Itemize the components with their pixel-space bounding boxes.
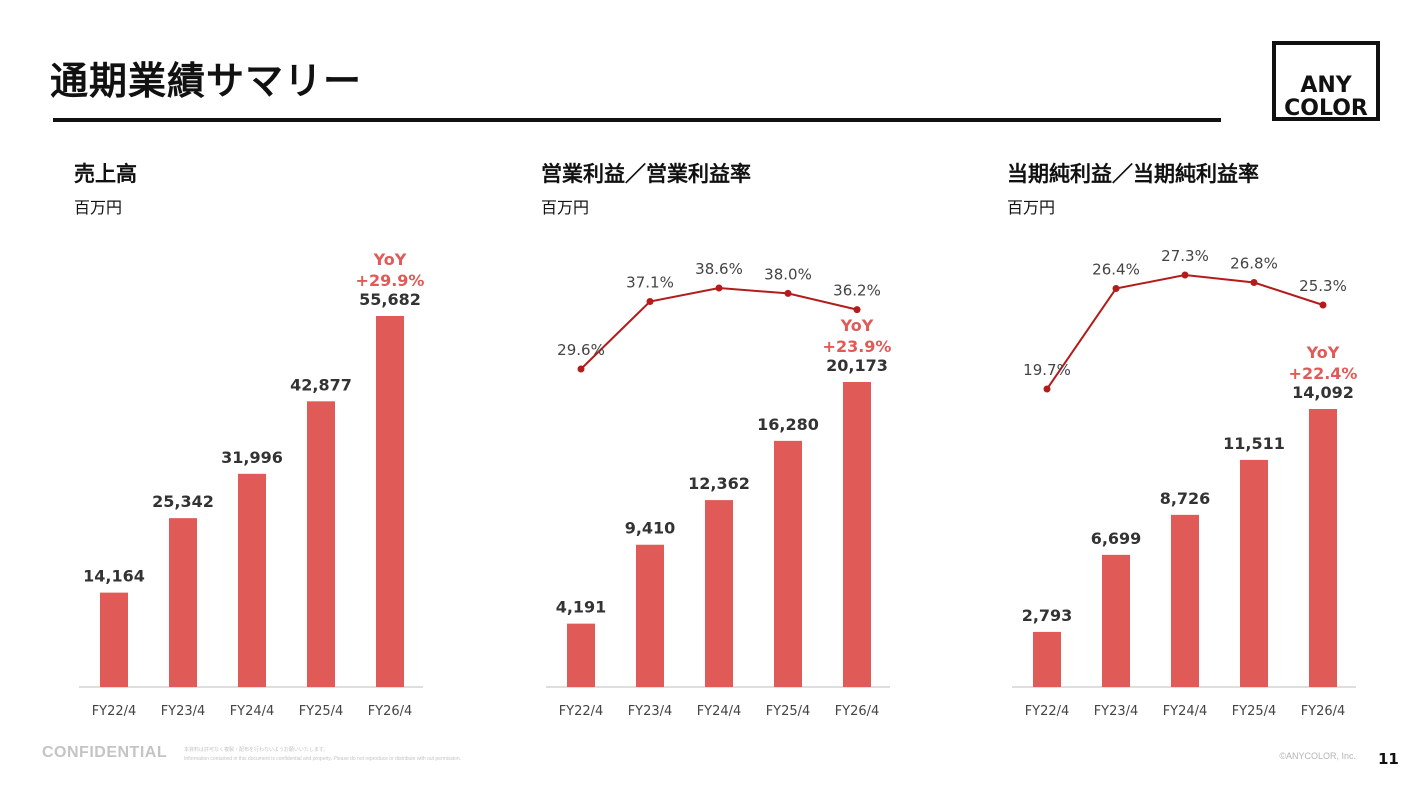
yoy-value: +22.4%: [1289, 364, 1358, 383]
bar-value-label: 42,877: [290, 375, 352, 394]
logo-line-1: ANY: [1300, 73, 1352, 98]
panel-title-operating-profit: 営業利益／営業利益率: [541, 162, 751, 186]
panel-unit-operating-profit: 百万円: [541, 198, 590, 217]
yoy-label: YoY: [373, 250, 407, 269]
margin-point: [646, 298, 654, 305]
bar: [100, 592, 128, 687]
margin-point: [1319, 301, 1327, 309]
margin-point: [715, 284, 723, 292]
margin-point: [853, 306, 861, 314]
yoy-value: +29.9%: [356, 271, 425, 290]
margin-label: 19.7%: [1023, 361, 1071, 379]
bar: [1171, 514, 1199, 687]
bar-value-label: 2,793: [1022, 606, 1073, 625]
bar-value-label: 4,191: [556, 598, 607, 617]
x-tick-label: FY25/4: [766, 704, 811, 719]
panel-unit-revenue: 百万円: [74, 198, 123, 217]
bar: [1240, 459, 1268, 687]
footer-note-jp: 本資料は許可なく複製・配布を行わないようお願いいたします。: [184, 747, 329, 753]
logo-line-2: COLOR: [1284, 96, 1368, 121]
x-tick-label: FY24/4: [1163, 704, 1208, 719]
bar: [567, 623, 595, 687]
margin-label: 25.3%: [1299, 277, 1347, 295]
bar: [705, 500, 733, 687]
bar: [1309, 409, 1337, 687]
yoy-label: YoY: [840, 316, 874, 335]
x-tick-label: FY24/4: [697, 704, 742, 719]
footer-note-en: Information contained in this document i…: [184, 756, 462, 762]
bar: [238, 473, 266, 687]
margin-label: 26.4%: [1092, 261, 1140, 279]
yoy-value: +23.9%: [823, 337, 892, 356]
margin-point: [784, 289, 792, 297]
margin-point: [1250, 279, 1258, 286]
x-tick-label: FY26/4: [368, 704, 413, 719]
page-title: 通期業績サマリー: [50, 59, 363, 103]
bar: [376, 316, 404, 687]
x-tick-label: FY26/4: [835, 704, 880, 719]
margin-label: 37.1%: [626, 274, 674, 292]
bar-value-label: 14,164: [83, 567, 145, 586]
margin-label: 29.6%: [557, 341, 605, 359]
bar-value-label: 25,342: [152, 492, 214, 511]
x-tick-label: FY22/4: [559, 704, 604, 719]
yoy-label: YoY: [1306, 343, 1340, 362]
x-tick-label: FY23/4: [628, 704, 673, 719]
bar-value-label: 6,699: [1091, 529, 1142, 548]
bar-value-label: 12,362: [688, 474, 750, 493]
panel-title-net-income: 当期純利益／当期純利益率: [1007, 162, 1259, 186]
x-tick-label: FY23/4: [161, 704, 206, 719]
x-tick-label: FY24/4: [230, 704, 275, 719]
bar: [1102, 554, 1130, 687]
copyright: ©ANYCOLOR, Inc.: [1279, 751, 1356, 761]
margin-label: 27.3%: [1161, 247, 1209, 265]
anycolor-logo: ANY COLOR: [1272, 41, 1380, 121]
bar-value-label: 55,682: [359, 290, 421, 309]
bar-value-label: 16,280: [757, 415, 819, 434]
page-number: 11: [1378, 750, 1399, 768]
bar-value-label: 31,996: [221, 448, 283, 467]
margin-line: [1046, 273, 1324, 390]
bar: [774, 440, 802, 687]
bar-value-label: 9,410: [625, 519, 676, 538]
x-tick-label: FY23/4: [1094, 704, 1139, 719]
bar: [169, 518, 197, 687]
margin-label: 26.8%: [1230, 255, 1278, 273]
margin-point: [577, 365, 585, 373]
bar: [307, 401, 335, 687]
margin-label: 38.6%: [695, 260, 743, 278]
x-tick-label: FY25/4: [299, 704, 344, 719]
margin-label: 36.2%: [833, 282, 881, 300]
title-underline: [53, 118, 1221, 122]
bar: [1033, 631, 1061, 687]
x-tick-label: FY26/4: [1301, 704, 1346, 719]
bar: [636, 544, 664, 687]
confidential-label: CONFIDENTIAL: [42, 744, 168, 761]
bar-value-label: 20,173: [826, 356, 888, 375]
bar: [843, 382, 871, 687]
panel-title-revenue: 売上高: [74, 162, 137, 186]
x-tick-label: FY22/4: [1025, 704, 1070, 719]
panel-unit-net-income: 百万円: [1007, 198, 1056, 217]
x-tick-label: FY25/4: [1232, 704, 1277, 719]
bar-value-label: 14,092: [1292, 383, 1354, 402]
margin-point: [1043, 385, 1051, 393]
margin-point: [1181, 271, 1189, 279]
margin-point: [1112, 285, 1120, 292]
margin-label: 38.0%: [764, 265, 812, 283]
bar-value-label: 8,726: [1160, 489, 1211, 508]
bar-value-label: 11,511: [1223, 434, 1285, 453]
x-tick-label: FY22/4: [92, 704, 137, 719]
margin-line: [580, 286, 858, 370]
